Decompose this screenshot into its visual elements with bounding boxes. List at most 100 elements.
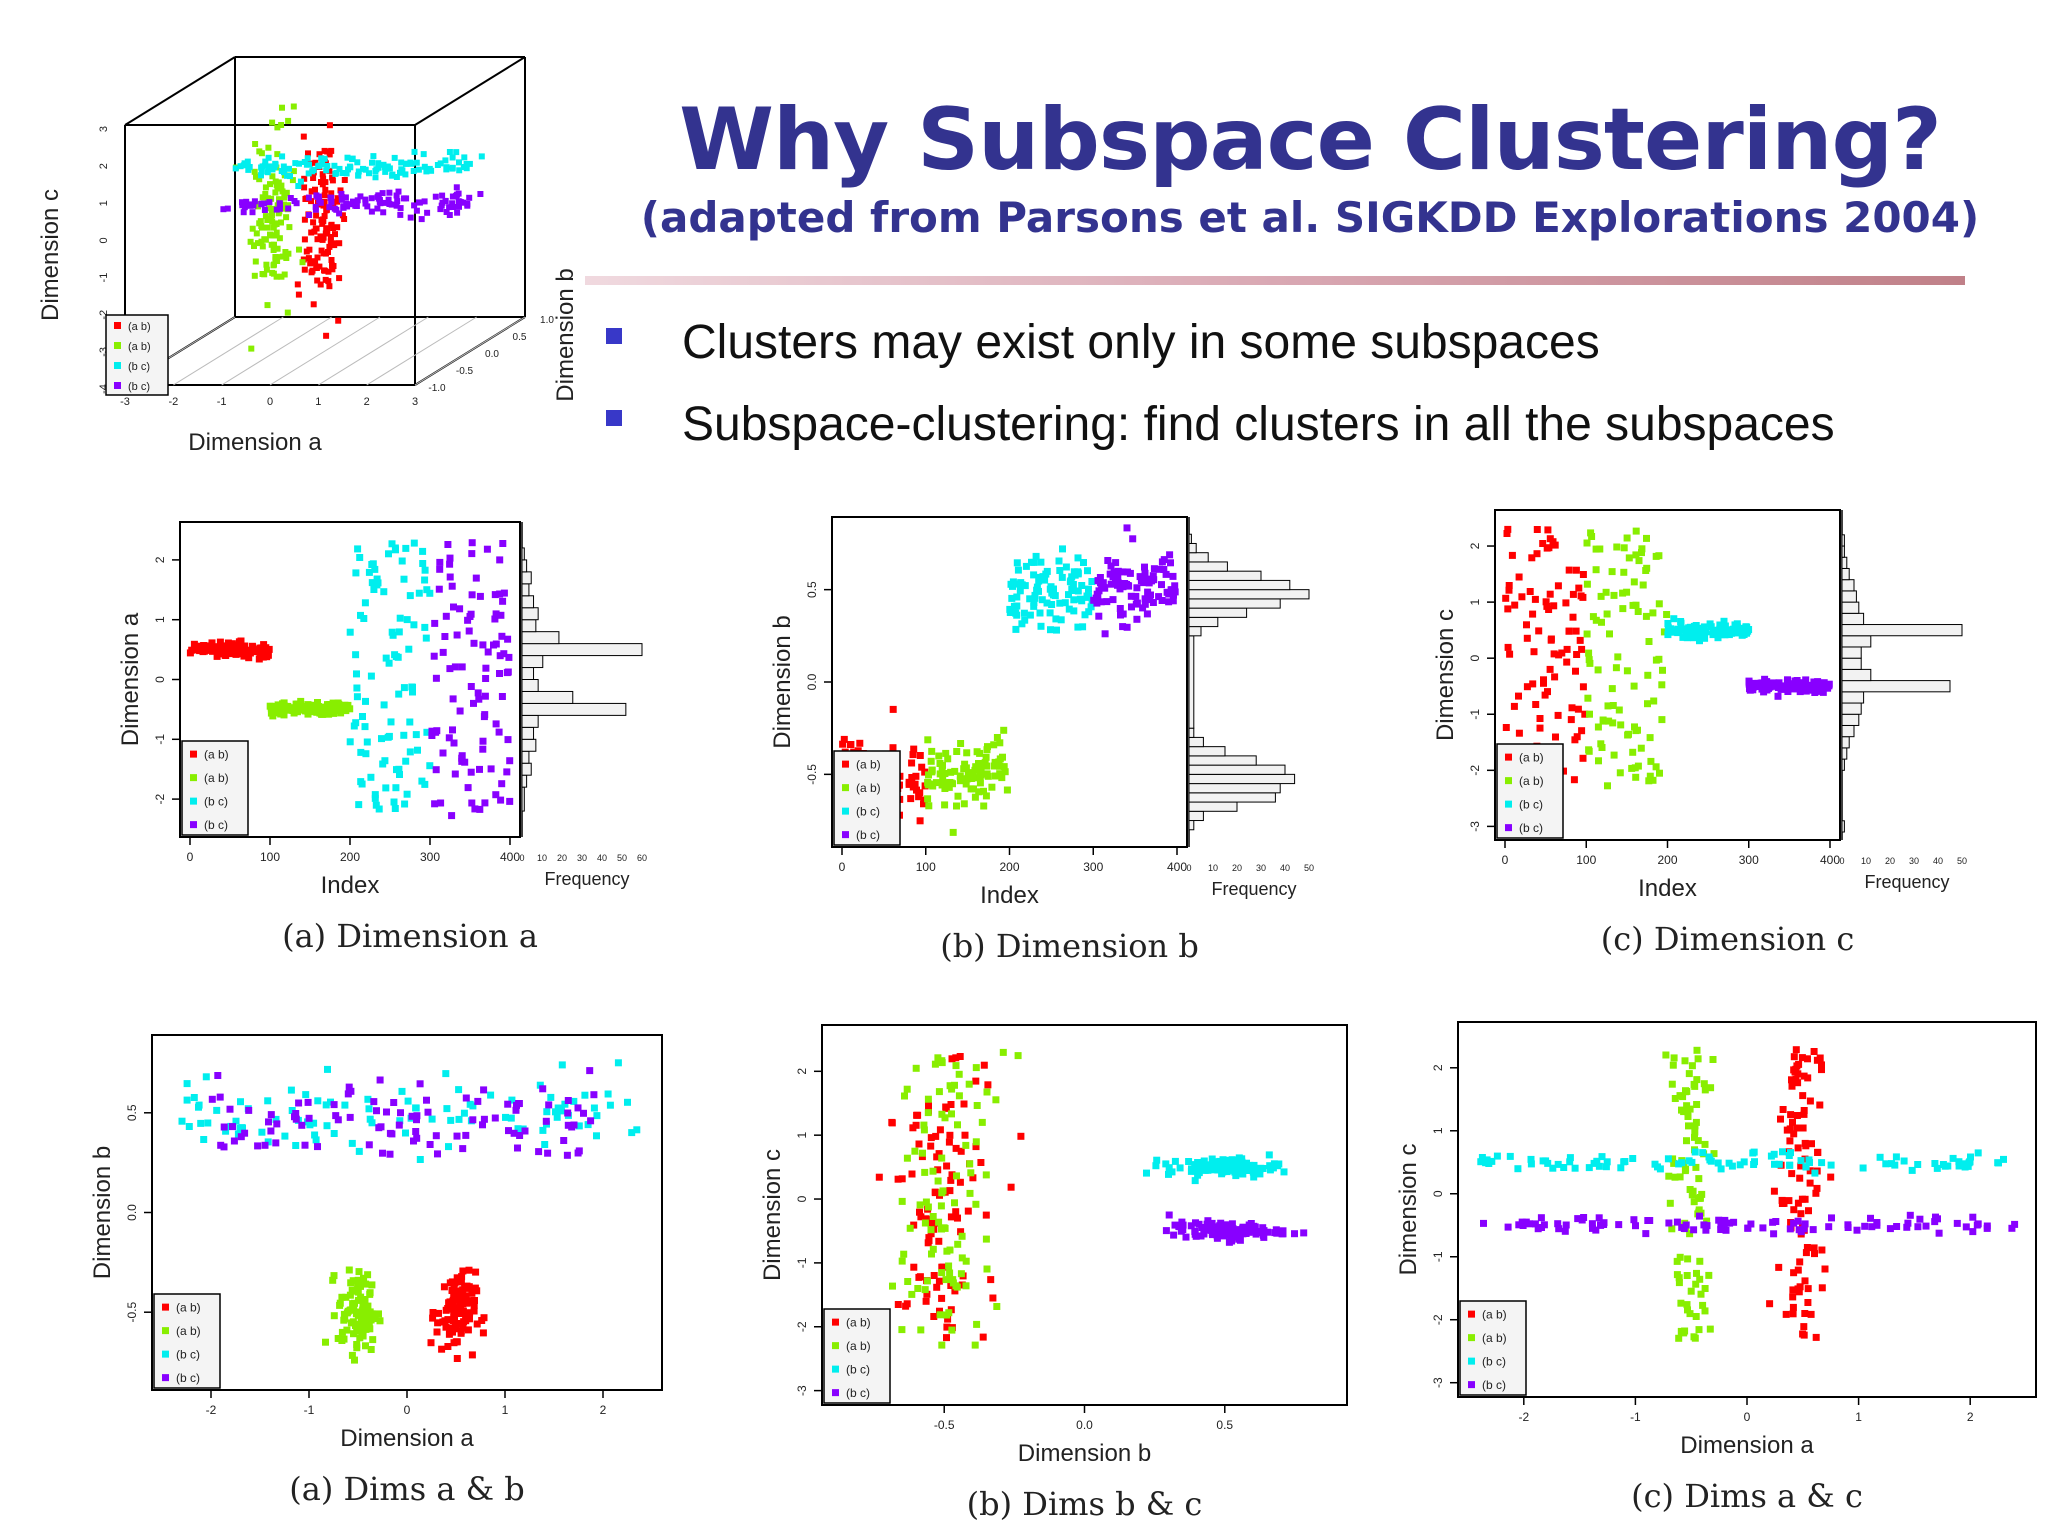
data-point [1599,717,1607,725]
data-point [314,1097,322,1105]
data-point [920,800,927,808]
data-point [1583,539,1591,547]
data-point [373,575,381,583]
data-point [320,175,327,182]
histogram-bar [521,631,560,645]
y-tick-label: 1 [1468,598,1482,605]
histogram-bar [1841,624,1963,637]
data-point [949,1276,957,1284]
data-point [261,236,268,243]
data-point [1828,1214,1835,1222]
data-point [1696,1257,1704,1265]
data-point [1615,706,1623,714]
data-point [927,757,935,765]
data-point [465,627,473,635]
data-point [458,663,466,671]
data-point [492,791,500,799]
data-point [1759,1224,1767,1232]
data-point [1799,1124,1807,1132]
data-point [421,623,429,631]
data-point [262,213,269,220]
data-point [1668,1225,1676,1233]
data-point [382,784,390,792]
legend-swatch [162,1350,169,1358]
data-point [1721,1216,1729,1224]
data-point [1801,1139,1809,1147]
data-point [381,199,387,206]
plot-frame [151,1034,663,1391]
histogram-bar [1188,773,1296,785]
data-point [229,1123,236,1131]
data-point [1625,554,1633,562]
data-point [1119,583,1127,591]
data-point [560,1137,568,1144]
data-point [1922,1222,1930,1230]
data-point [908,759,916,767]
data-point [240,162,247,169]
data-point [907,795,915,803]
data-point [310,301,317,308]
data-point [269,119,276,126]
histogram-bar [1188,801,1238,812]
data-point [442,1306,450,1314]
legend-swatch [114,362,121,369]
data-point [453,1355,461,1362]
data-point [395,1121,403,1129]
data-point [306,246,313,253]
data-point [276,205,283,212]
data-point [322,1101,330,1109]
data-point [448,1301,456,1309]
data-point [917,1326,925,1334]
data-point [1692,1313,1700,1320]
data-point [400,575,408,583]
data-point [1158,581,1165,589]
data-point [325,278,332,285]
histogram-bar [521,738,537,752]
slide-subtitle: (adapted from Parsons et al. SIGKDD Expl… [640,193,1980,242]
data-point [472,1268,480,1276]
data-point [1798,679,1806,687]
data-point [1623,534,1631,542]
data-point [934,1177,942,1185]
data-point [1502,594,1510,602]
data-point [436,558,444,566]
data-point [1722,1226,1730,1234]
data-point [326,122,333,129]
data-point [296,160,302,167]
histogram-bar [521,559,528,573]
data-point [374,205,381,212]
data-point [1789,1118,1796,1126]
histogram-bar [1188,598,1281,609]
data-point [456,167,463,174]
data-point [962,1282,970,1290]
data-point [1171,582,1179,590]
data-point [931,1189,939,1197]
data-point [1642,612,1650,620]
histogram-bar [1188,616,1219,628]
data-point [287,1086,295,1094]
data-point [988,783,996,791]
data-point [924,1095,932,1103]
hist-tick-label: 0 [519,853,524,863]
y-tick-label: -4 [98,384,110,394]
histogram-bar [1188,552,1209,563]
data-point [1573,733,1581,741]
data-point [428,1115,436,1123]
data-point [1566,1158,1574,1166]
data-point [946,1187,954,1195]
data-point [1256,1229,1264,1236]
data-point [1949,1154,1957,1162]
data-point [1572,667,1579,675]
x-tick-label: 2 [600,1403,607,1417]
data-point [1767,1152,1775,1160]
data-point [987,1276,995,1284]
data-point [330,1101,338,1109]
data-point [1646,1217,1654,1224]
data-point [1528,554,1536,562]
histogram-bar [1188,727,1195,738]
data-point [446,149,453,155]
data-point [1150,565,1158,573]
data-point [1805,1207,1812,1215]
x-tick-label: 1 [1855,1410,1862,1424]
data-point [1546,590,1554,598]
